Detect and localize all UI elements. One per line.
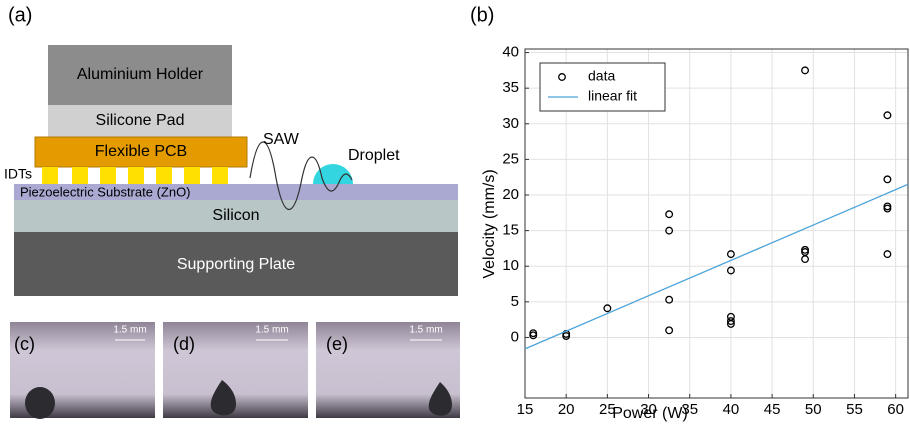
y-tick-label: 15: [502, 222, 519, 239]
droplet-label: Droplet: [348, 147, 400, 164]
panel-label: (d): [173, 334, 195, 354]
layer-label: Piezoelectric Substrate (ZnO): [20, 184, 191, 199]
x-tick-label: 20: [558, 401, 575, 418]
legend-marker: [558, 73, 566, 81]
x-tick-label: 40: [723, 401, 740, 418]
photo: 1.5 mm (e): [316, 322, 460, 418]
layer: [48, 105, 232, 137]
y-tick-label: 20: [502, 186, 519, 203]
layer: [48, 45, 232, 105]
data-point: [883, 250, 892, 259]
y-tick-label: 30: [502, 115, 519, 132]
y-tick-label: 10: [502, 257, 519, 274]
x-tick-label: 50: [805, 401, 822, 418]
scale-bar: 1.5 mm: [409, 325, 442, 336]
data-point: [529, 329, 538, 338]
fit-line: [524, 183, 909, 350]
data-point: [883, 175, 892, 184]
data-point: [726, 317, 735, 326]
data-point: [883, 204, 892, 213]
panel-label: (e): [326, 334, 348, 354]
data-point: [726, 266, 735, 275]
scale-bar: 1.5 mm: [255, 325, 288, 336]
layer: [14, 184, 458, 200]
legend-label: linear fit: [588, 88, 637, 104]
x-tick-label: 60: [887, 401, 904, 418]
y-axis-label: Velocity (mm/s): [481, 169, 498, 278]
panel-label: (c): [14, 334, 35, 354]
idts: [42, 167, 228, 184]
scale-bar: 1.5 mm: [113, 325, 146, 336]
y-tick-label: 5: [511, 293, 519, 310]
panel-label: (a): [8, 4, 32, 26]
data-point: [665, 210, 674, 219]
data-point: [801, 66, 809, 75]
layer-label: IDTs: [4, 166, 32, 182]
y-tick-label: 0: [511, 328, 519, 345]
data-point: [665, 295, 674, 304]
data-point: [603, 304, 612, 313]
layer: [14, 232, 458, 296]
legend-label: data: [588, 68, 615, 84]
layer: [14, 200, 458, 232]
x-tick-label: 25: [599, 401, 616, 418]
axes-frame: [524, 48, 909, 399]
saw-wave: [249, 141, 353, 211]
data-point: [726, 250, 735, 259]
data-point: [801, 255, 809, 264]
layer-label: Silicone Pad: [96, 112, 185, 129]
data-point: [665, 226, 674, 235]
data-point: [883, 111, 892, 120]
panel-label: (b): [470, 4, 494, 26]
y-tick-label: 40: [502, 44, 519, 61]
photo: 1.5 mm (d): [163, 322, 308, 418]
x-tick-label: 30: [640, 401, 657, 418]
data-point: [726, 319, 735, 328]
saw-label: SAW: [263, 131, 300, 148]
layer-label: Flexible PCB: [95, 143, 187, 160]
legend-box: [539, 62, 666, 112]
layer-label: Aluminium Holder: [77, 66, 204, 83]
x-tick-label: 35: [681, 401, 698, 418]
data-point: [665, 326, 674, 335]
y-tick-label: 25: [502, 150, 519, 167]
x-axis-label: Power (W): [612, 405, 688, 422]
x-tick-label: 55: [846, 401, 863, 418]
x-tick-label: 45: [764, 401, 781, 418]
layer-label: Silicon: [212, 207, 259, 224]
y-tick-label: 35: [502, 79, 519, 96]
photo: 1.5 mm (c): [10, 322, 155, 419]
x-tick-label: 15: [517, 401, 534, 418]
layer-label: Supporting Plate: [177, 256, 295, 273]
